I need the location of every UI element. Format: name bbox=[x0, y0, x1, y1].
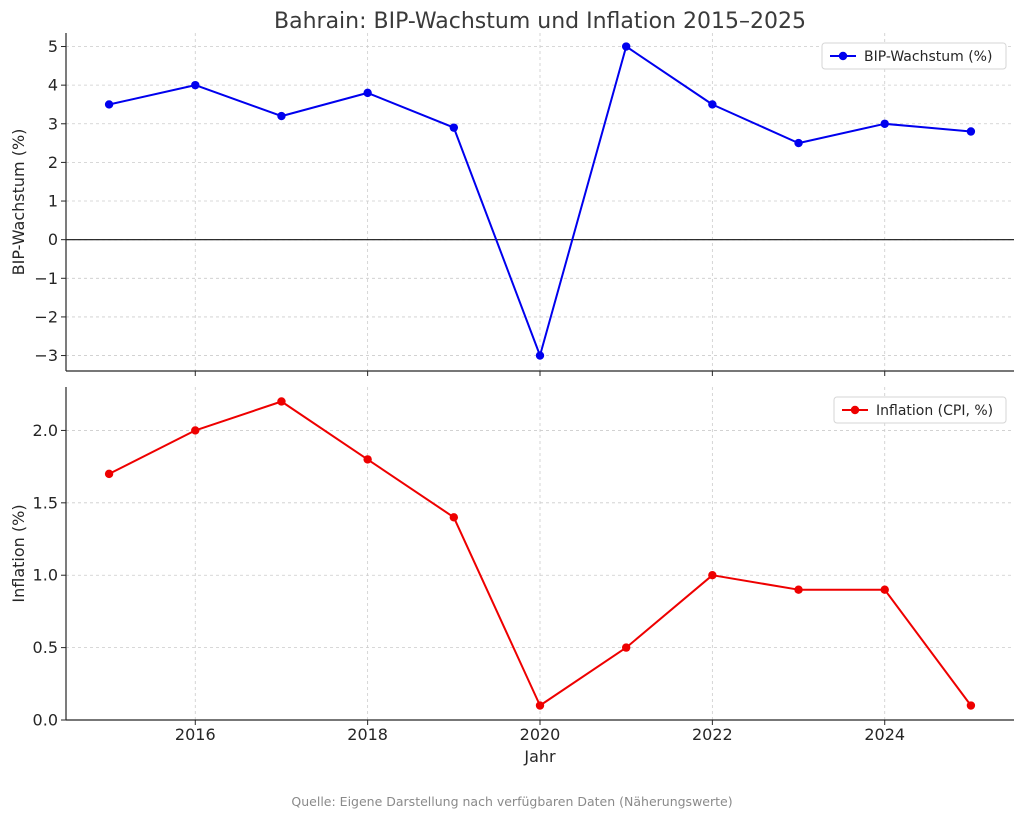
y-axis-label: Inflation (%) bbox=[9, 504, 28, 602]
data-point bbox=[966, 701, 976, 710]
legend-box bbox=[833, 396, 1007, 424]
y-tick-label: −2 bbox=[34, 307, 58, 326]
y-tick-label: 0 bbox=[48, 230, 58, 249]
y-tick-label: 4 bbox=[48, 76, 58, 95]
legend-marker bbox=[850, 405, 860, 415]
x-tick-label: 2024 bbox=[864, 725, 905, 744]
x-tick-label: 2020 bbox=[520, 725, 561, 744]
data-point bbox=[794, 585, 803, 594]
data-point bbox=[794, 138, 803, 148]
y-tick-label: 5 bbox=[48, 37, 58, 56]
legend-label: BIP-Wachstum (%) bbox=[864, 49, 992, 65]
data-point bbox=[880, 119, 889, 128]
x-tick-label: 2018 bbox=[347, 725, 388, 744]
data-point bbox=[277, 397, 286, 406]
legend: BIP-Wachstum (%) bbox=[821, 42, 1007, 70]
data-point bbox=[191, 80, 200, 90]
data-point bbox=[277, 111, 286, 121]
y-tick-label: 1 bbox=[48, 192, 58, 211]
data-point bbox=[449, 513, 459, 522]
y-axis-label: BIP-Wachstum (%) bbox=[9, 129, 28, 276]
data-point bbox=[363, 88, 372, 98]
y-tick-label: 2 bbox=[48, 153, 58, 172]
data-point bbox=[449, 123, 459, 132]
data-point bbox=[708, 100, 717, 109]
data-point bbox=[966, 127, 976, 136]
data-point bbox=[104, 100, 114, 109]
data-point bbox=[621, 643, 631, 652]
chart-title: Bahrain: BIP-Wachstum und Inflation 2015… bbox=[274, 9, 806, 34]
data-point bbox=[708, 571, 717, 580]
y-tick-label: −3 bbox=[34, 346, 58, 365]
x-tick-label: 2016 bbox=[175, 725, 216, 744]
legend: Inflation (CPI, %) bbox=[833, 396, 1007, 424]
data-point bbox=[880, 585, 889, 594]
legend-label: Inflation (CPI, %) bbox=[876, 403, 993, 419]
data-point bbox=[535, 351, 545, 360]
legend-marker bbox=[838, 51, 848, 61]
y-tick-label: 0.5 bbox=[33, 638, 58, 657]
y-tick-label: 1.0 bbox=[33, 566, 58, 585]
data-point bbox=[191, 426, 200, 435]
gdp-growth-panel: 5 4 3 2 1 0 −1 −2 −3 BIP-Wachstum (%) BIP-Wachstum… bbox=[9, 33, 1014, 376]
y-tick-label: −1 bbox=[34, 269, 58, 288]
data-point bbox=[621, 42, 631, 51]
source-note: Quelle: Eigene Darstellung nach verfügba… bbox=[291, 794, 732, 809]
x-tick-label: 2022 bbox=[692, 725, 733, 744]
y-tick-label: 0.0 bbox=[33, 711, 58, 730]
legend-box bbox=[821, 42, 1007, 70]
y-tick-label: 1.5 bbox=[33, 493, 58, 512]
y-tick-label: 2.0 bbox=[33, 421, 58, 440]
y-tick-label: 3 bbox=[48, 114, 58, 133]
data-point bbox=[535, 701, 545, 710]
x-axis-label: Jahr bbox=[523, 747, 556, 766]
inflation-panel: 2.0 1.5 1.0 0.5 0.0 Inflation (%) Inflation (C… bbox=[9, 387, 1014, 730]
x-axis-ticks: 2016 2018 2020 2022 2024 bbox=[175, 725, 905, 744]
data-point bbox=[104, 469, 114, 479]
data-point bbox=[363, 455, 372, 464]
